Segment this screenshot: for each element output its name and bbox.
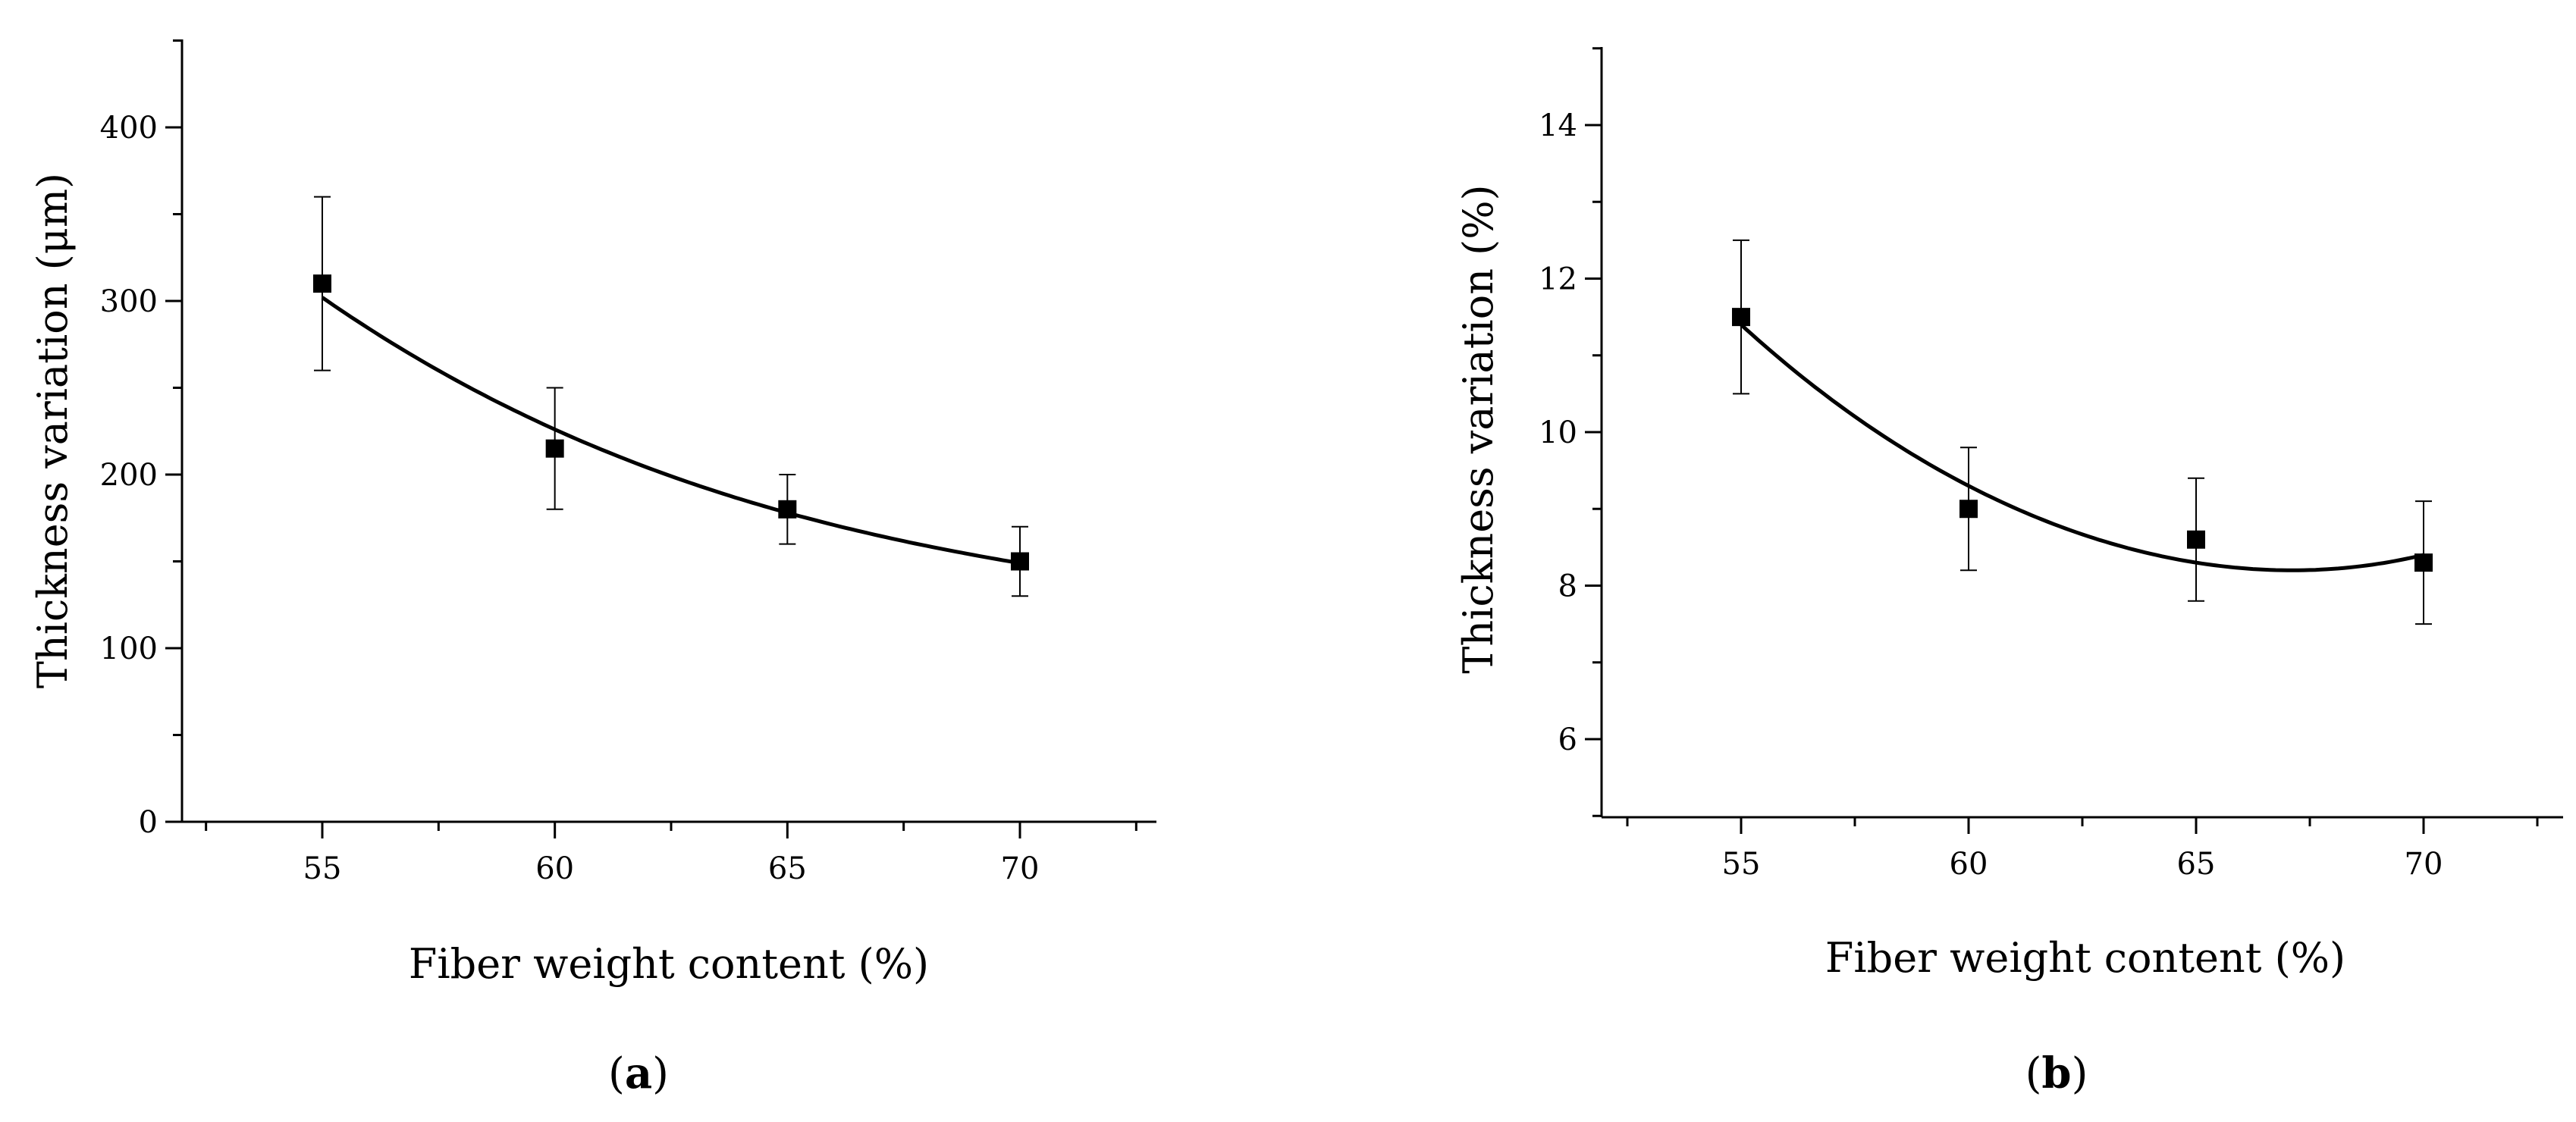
fit-curve-group bbox=[1740, 323, 2424, 572]
y-ticks: 6 8 10 12 14 bbox=[1539, 47, 1602, 817]
x-tick-label: 70 bbox=[1001, 851, 1040, 886]
y-axis-label: Thickness variation (%) bbox=[1454, 184, 1502, 673]
fit-curve bbox=[1740, 323, 2424, 572]
y-tick-label: 6 bbox=[1558, 722, 1577, 757]
x-ticks: 55 60 65 70 bbox=[1626, 817, 2539, 882]
y-axis-label: Thickness variation (μm) bbox=[29, 173, 77, 688]
x-tick-label: 65 bbox=[768, 851, 807, 886]
y-tick-label: 8 bbox=[1558, 569, 1577, 604]
data-point bbox=[2414, 553, 2433, 572]
panel-letter-a: a bbox=[625, 1048, 652, 1098]
y-tick-label: 100 bbox=[100, 632, 158, 666]
y-tick-label: 12 bbox=[1539, 262, 1577, 297]
panel-label-b: (b) bbox=[2025, 1048, 2088, 1098]
data-points bbox=[313, 196, 1029, 597]
y-tick-label: 10 bbox=[1539, 415, 1577, 450]
chart-panel-a: 0 100 200 300 400 55 60 65 70 Fiber weight cont… bbox=[29, 39, 1156, 1098]
y-tick-label: 200 bbox=[100, 458, 158, 493]
y-ticks: 0 100 200 300 400 bbox=[100, 39, 182, 840]
x-tick-label: 70 bbox=[2405, 847, 2443, 882]
y-tick-label: 300 bbox=[100, 284, 158, 319]
y-tick-label: 14 bbox=[1539, 108, 1577, 143]
x-axis-label: Fiber weight content (%) bbox=[409, 940, 929, 988]
chart-panel-b: 6 8 10 12 14 55 60 65 70 Fiber weight content (… bbox=[1454, 47, 2563, 1098]
y-tick-label: 0 bbox=[139, 805, 158, 840]
y-tick-label: 400 bbox=[100, 111, 158, 146]
data-point bbox=[1732, 308, 1750, 327]
x-tick-label: 60 bbox=[535, 851, 574, 886]
data-point bbox=[778, 500, 797, 519]
panel-label-a: (a) bbox=[608, 1048, 669, 1098]
data-point bbox=[545, 439, 564, 458]
data-points bbox=[1732, 239, 2433, 625]
fit-curve-group bbox=[321, 296, 1021, 566]
x-tick-label: 60 bbox=[1950, 847, 1988, 882]
panel-letter-b: b bbox=[2041, 1048, 2071, 1098]
x-ticks: 55 60 65 70 bbox=[205, 822, 1137, 886]
fit-curve bbox=[321, 296, 1021, 566]
x-tick-label: 55 bbox=[1722, 847, 1761, 882]
x-tick-label: 65 bbox=[2177, 847, 2216, 882]
x-axis-label: Fiber weight content (%) bbox=[1825, 934, 2345, 982]
data-point bbox=[2187, 530, 2205, 549]
data-point bbox=[1959, 500, 1978, 519]
data-point bbox=[1011, 552, 1029, 571]
data-point bbox=[313, 274, 331, 293]
x-tick-label: 55 bbox=[303, 851, 342, 886]
